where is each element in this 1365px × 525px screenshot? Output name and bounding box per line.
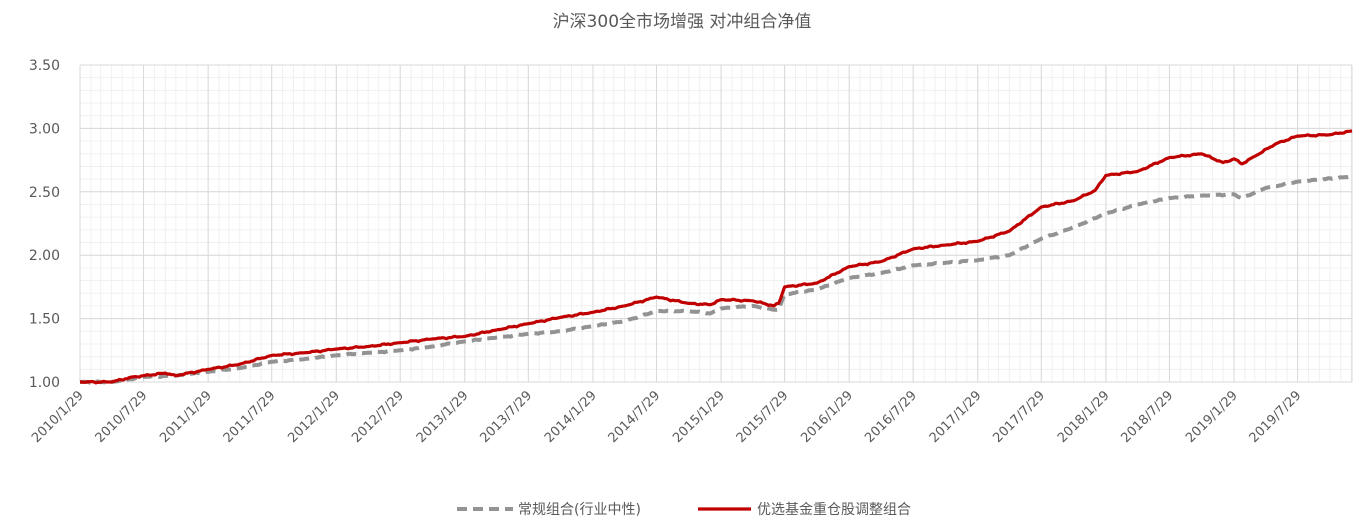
y-tick-label: 2.00 [29,248,60,264]
x-tick-label: 2011/1/29 [157,388,215,446]
x-tick-label: 2014/7/29 [606,388,664,446]
minor-gridlines [80,65,1352,382]
x-axis: 2010/1/29 2010/7/29 2011/1/29 2011/7/29 2012… [29,388,1304,446]
x-tick-label: 2019/7/29 [1247,388,1305,446]
x-tick-label: 2012/7/29 [349,388,407,446]
x-tick-label: 2010/7/29 [93,388,151,446]
series-line-selected [80,129,1353,385]
chart-title: 沪深300全市场增强 对冲组合净值 [553,12,812,32]
legend: 常规组合(行业中性) 优选基金重仓股调整组合 [457,501,911,518]
y-tick-label: 1.00 [29,375,60,391]
x-tick-label: 2010/1/29 [29,388,87,446]
series-line-regular [79,174,1353,385]
x-tick-label: 2017/1/29 [927,388,985,446]
x-tick-label: 2016/1/29 [798,388,856,446]
y-tick-label: 1.50 [29,312,60,328]
major-gridlines [79,64,1353,383]
legend-label-selected: 优选基金重仓股调整组合 [757,501,911,518]
y-tick-label: 2.50 [29,185,60,201]
x-tick-label: 2017/7/29 [990,388,1048,446]
x-tick-label: 2012/1/29 [285,388,343,446]
x-tick-label: 2014/1/29 [542,388,600,446]
x-tick-label: 2015/1/29 [670,388,728,446]
x-tick-label: 2015/7/29 [734,388,792,446]
x-tick-label: 2018/7/29 [1119,388,1177,446]
x-tick-label: 2016/7/29 [862,388,920,446]
x-tick-label: 2019/1/29 [1183,388,1241,446]
x-tick-label: 2013/1/29 [414,388,472,446]
y-tick-label: 3.00 [29,121,60,137]
legend-label-regular: 常规组合(行业中性) [518,502,641,518]
x-tick-label: 2018/1/29 [1055,388,1113,446]
x-tick-label: 2011/7/29 [221,388,279,446]
y-tick-label: 3.50 [29,58,60,74]
y-axis: 1.00 1.50 2.00 2.50 3.00 3.50 [29,58,60,391]
x-tick-label: 2013/7/29 [477,388,535,446]
series-layer [79,129,1353,385]
